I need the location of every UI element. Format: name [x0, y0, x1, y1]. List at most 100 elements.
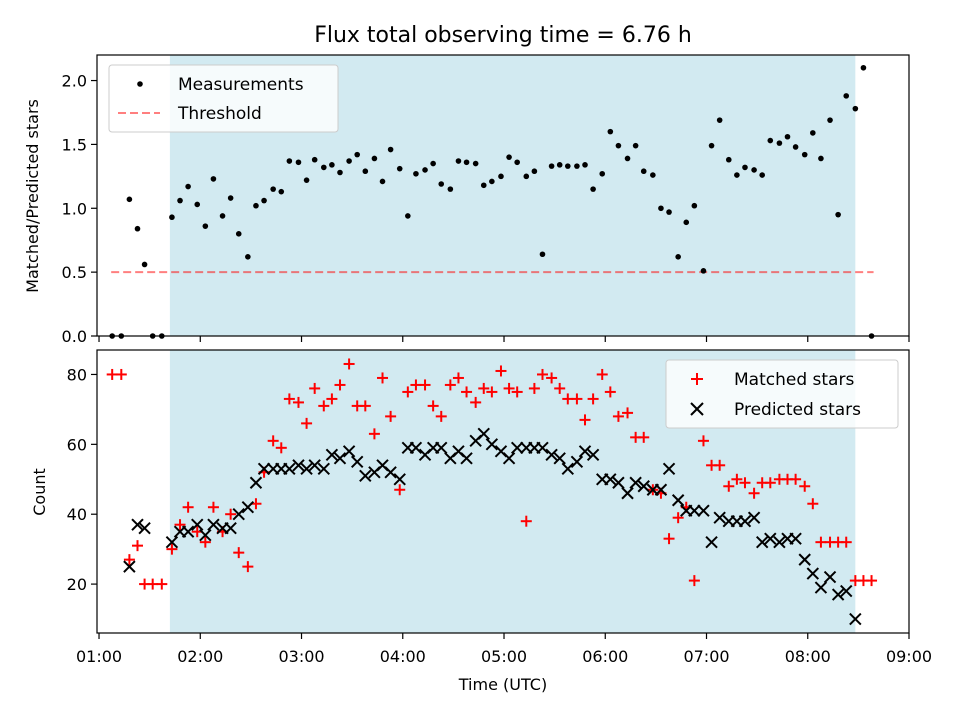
matched-star-point	[663, 533, 675, 545]
predicted-star-point	[510, 441, 524, 455]
matched-star-point	[790, 473, 802, 485]
measurement-point	[776, 140, 783, 146]
measurement-point	[210, 176, 217, 182]
matched-star-point	[309, 382, 321, 394]
legend-measurements-label: Measurements	[178, 75, 304, 95]
measurement-point	[615, 142, 622, 149]
matched-star-point	[587, 393, 599, 405]
measurement-point	[362, 168, 369, 175]
matched-star-point	[495, 365, 507, 377]
bottom-legend-box	[665, 359, 899, 429]
predicted-star-point	[545, 448, 558, 462]
measurement-point	[827, 117, 833, 123]
measurement-point	[245, 254, 251, 260]
predicted-star-point	[629, 476, 642, 489]
legend-predicted-marker	[690, 402, 704, 416]
predicted-star-point	[359, 469, 372, 482]
predicted-star-point	[621, 487, 634, 500]
matched-star-point	[452, 372, 464, 384]
predicted-star-point	[317, 462, 331, 475]
xtick-label: 04:00	[380, 647, 426, 666]
predicted-star-point	[697, 504, 710, 517]
xtick-label: 05:00	[481, 647, 527, 666]
measurement-point	[523, 173, 530, 180]
matched-star-point	[739, 477, 751, 489]
predicted-star-point	[257, 462, 271, 475]
measurement-point	[346, 158, 352, 164]
measurement-point	[548, 163, 555, 169]
matched-star-point	[225, 508, 237, 520]
measurement-point	[455, 158, 462, 164]
predicted-star-point	[409, 441, 423, 455]
predicted-star-point	[191, 518, 204, 531]
matched-star-point	[579, 414, 591, 426]
matched-star-point	[799, 480, 811, 492]
predicted-star-point	[224, 521, 237, 535]
xtick-label: 01:00	[76, 647, 122, 666]
measurement-point	[531, 168, 538, 175]
measurement-point	[387, 146, 394, 153]
measurement-point	[599, 170, 606, 177]
bottom-legend: Matched stars Predicted stars	[665, 359, 899, 429]
matched-star-point	[292, 396, 304, 408]
measurement-point	[784, 133, 791, 140]
measurement-point	[574, 163, 580, 169]
matched-star-point	[486, 386, 498, 398]
measurement-point	[311, 156, 318, 163]
measurement-point	[650, 172, 656, 178]
matched-star-point	[731, 473, 743, 485]
matched-star-point	[546, 372, 558, 384]
matched-star-point	[807, 498, 819, 510]
matched-star-point	[748, 487, 760, 499]
measurement-point	[219, 213, 226, 219]
predicted-star-point	[292, 459, 305, 472]
measurement-point	[472, 160, 479, 167]
measurement-point	[134, 225, 141, 232]
predicted-star-point	[232, 508, 245, 521]
measurement-point	[413, 170, 419, 177]
predicted-star-point	[713, 511, 726, 524]
measurement-point	[691, 202, 698, 209]
predicted-star-point	[308, 459, 321, 472]
measurement-point	[371, 155, 378, 162]
measurement-point	[792, 144, 799, 150]
predicted-star-point	[283, 462, 296, 475]
matched-star-point	[123, 554, 135, 566]
xtick-label: 06:00	[582, 647, 628, 666]
matched-star-point	[419, 379, 431, 391]
predicted-star-point	[477, 427, 490, 441]
predicted-star-point	[840, 584, 853, 598]
bottom-ytick-label: 40	[67, 505, 87, 524]
measurement-point	[632, 142, 639, 149]
top-ytick-label: 2.0	[62, 72, 87, 91]
matched-star-point	[402, 386, 414, 398]
xtick-label: 09:00	[886, 647, 932, 666]
measurement-point	[514, 159, 520, 166]
predicted-star-point	[849, 612, 862, 626]
measurement-point	[329, 162, 335, 168]
matched-star-point	[199, 536, 211, 548]
predicted-star-point	[570, 455, 584, 469]
measurement-point	[843, 93, 850, 99]
predicted-star-point	[604, 473, 617, 486]
measurement-point	[278, 188, 285, 195]
predicted-star-point	[249, 476, 263, 489]
measurement-point	[590, 186, 596, 192]
measurement-point	[303, 177, 310, 183]
predicted-star-point	[654, 483, 668, 496]
matched-star-point	[697, 435, 709, 447]
predicted-star-point	[688, 504, 701, 517]
matched-star-point	[866, 575, 878, 587]
matched-star-point	[571, 393, 583, 405]
predicted-star-point	[333, 452, 347, 465]
predicted-star-point	[612, 476, 625, 489]
matched-star-point	[596, 368, 608, 380]
predicted-star-point	[138, 521, 151, 535]
matched-star-point	[377, 372, 389, 384]
predicted-star-point	[435, 441, 448, 455]
matched-star-point	[435, 410, 447, 422]
predicted-star-point	[123, 560, 136, 573]
top-ytick-label: 0.5	[62, 263, 87, 282]
predicted-star-point	[764, 532, 777, 545]
